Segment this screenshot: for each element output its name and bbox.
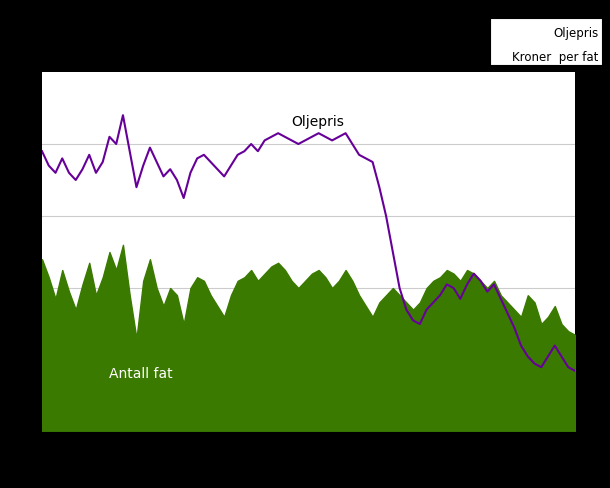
Text: Oljepris: Oljepris: [553, 27, 598, 41]
Text: Antall fat: Antall fat: [109, 367, 173, 381]
Text: Kroner  per fat: Kroner per fat: [512, 51, 598, 64]
Text: Oljepris: Oljepris: [292, 115, 345, 129]
